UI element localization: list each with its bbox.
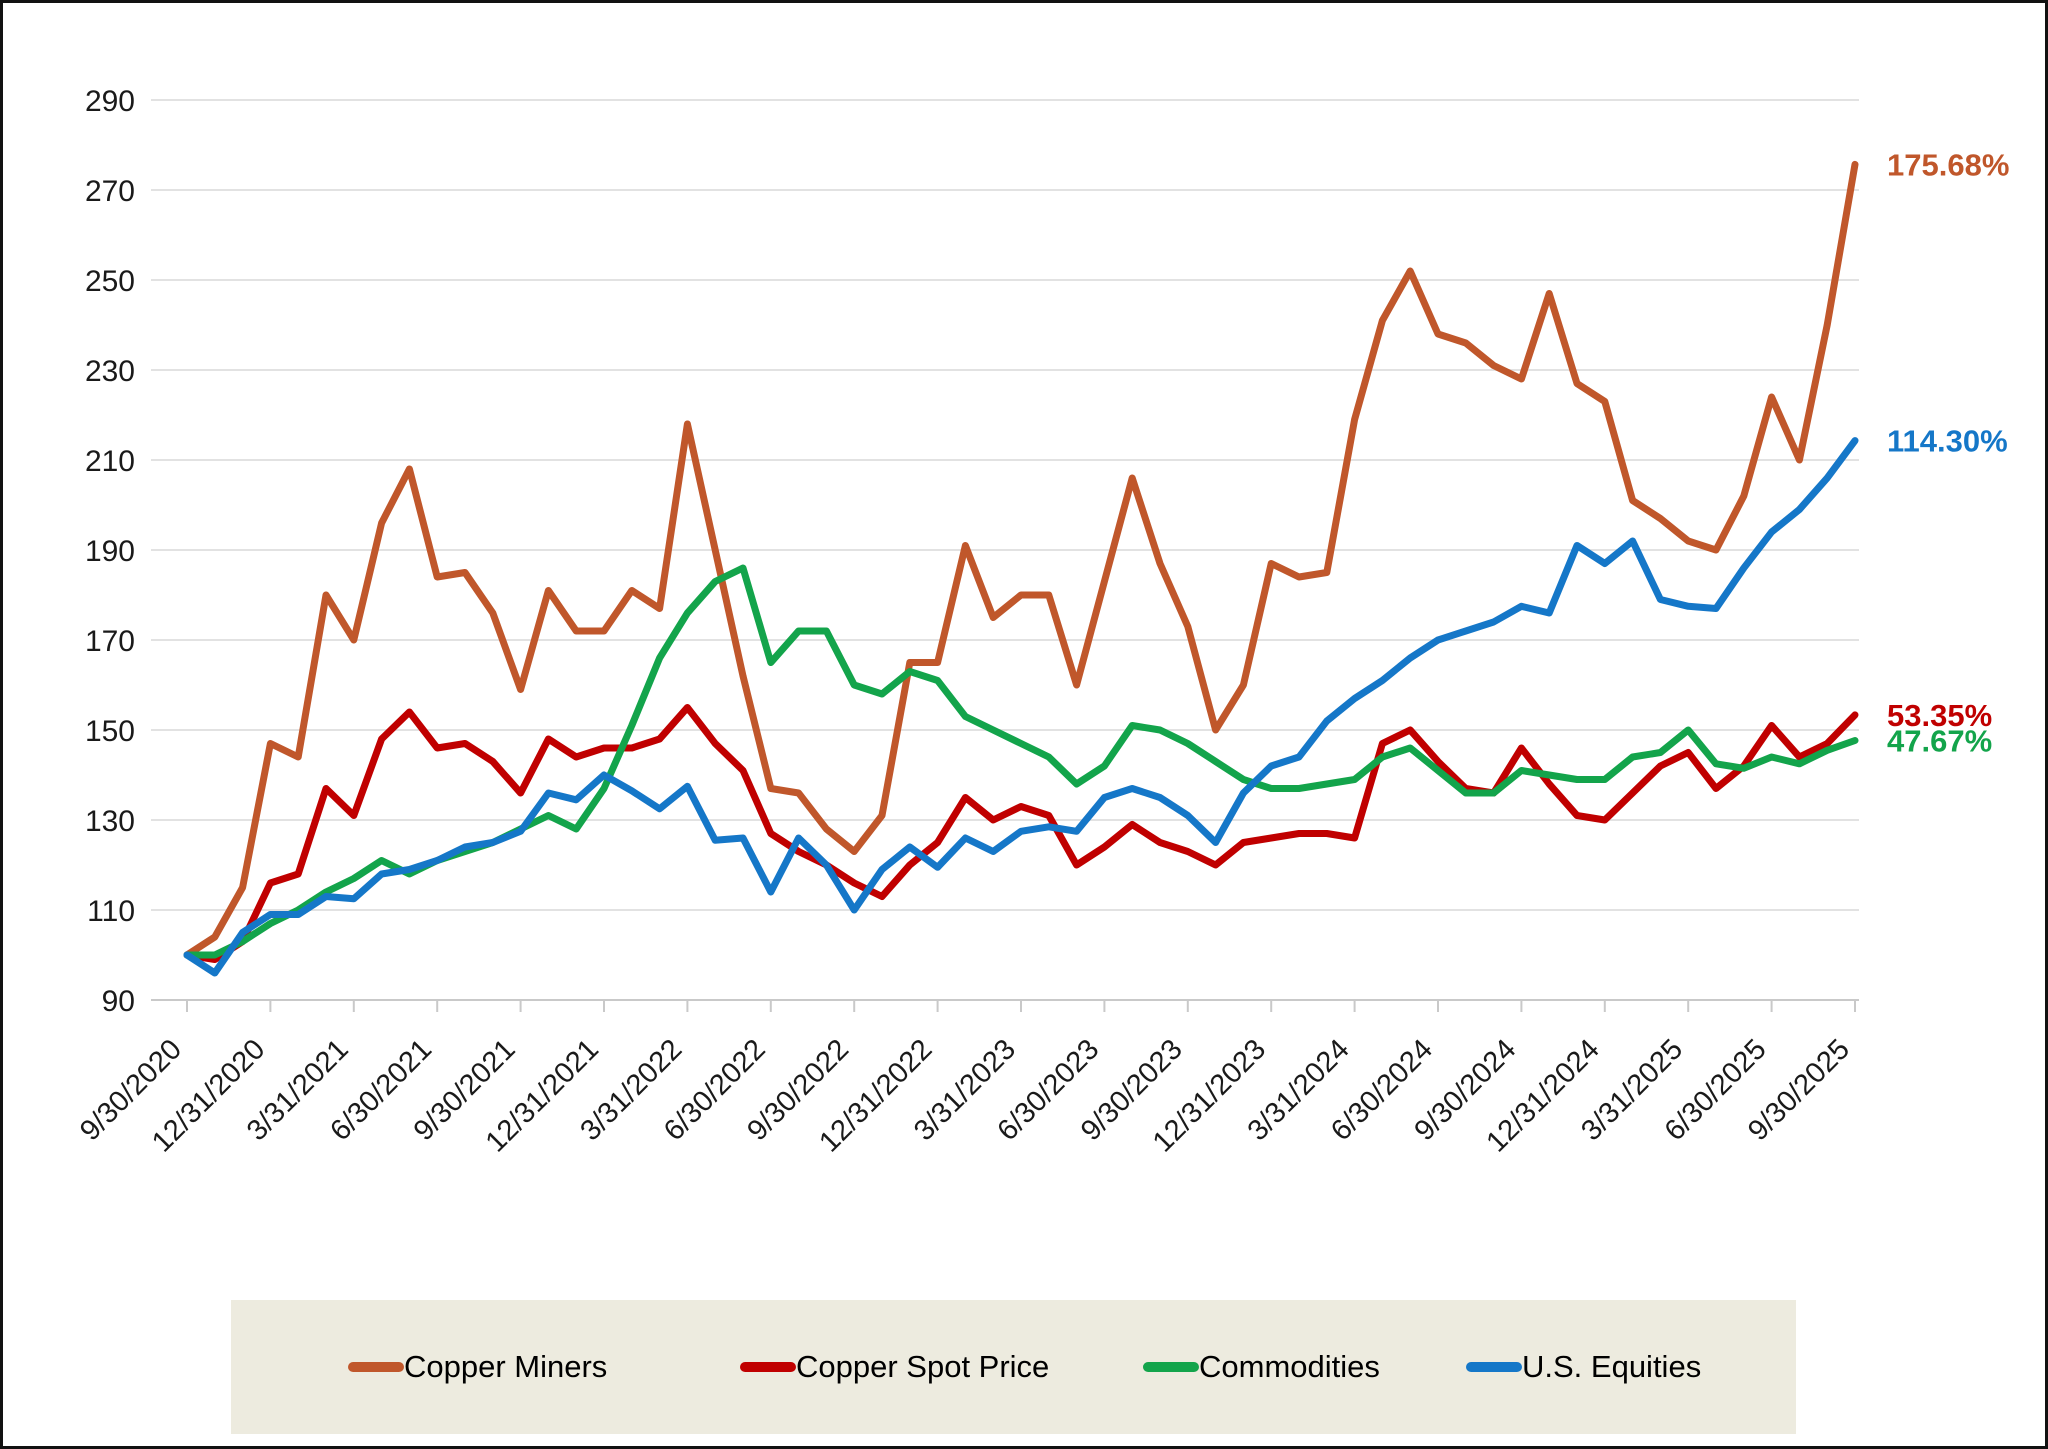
legend-item-copper-miners: Copper Miners bbox=[348, 1300, 607, 1434]
y-axis-label-270: 270 bbox=[85, 175, 135, 208]
y-axis-label-250: 250 bbox=[85, 265, 135, 298]
legend-label-copper-spot-price: Copper Spot Price bbox=[796, 1349, 1050, 1384]
y-axis-label-110: 110 bbox=[87, 895, 135, 928]
y-axis-label-170: 170 bbox=[85, 625, 135, 658]
legend-item-commodities: Commodities bbox=[1143, 1300, 1380, 1434]
end-label-commodities: 47.67% bbox=[1887, 723, 1992, 758]
end-label-u-s-equities: 114.30% bbox=[1887, 424, 2008, 459]
series-end-labels: 175.68% 53.35%47.67% 114.30% bbox=[1887, 147, 2009, 758]
series-line-u-s-equities bbox=[183, 437, 1859, 977]
legend-swatch-copper-miners-icon bbox=[348, 1362, 404, 1372]
x-axis-labels: 9/30/202012/31/20203/31/20216/30/20219/3… bbox=[74, 1033, 1856, 1158]
y-axis-label-290: 290 bbox=[85, 85, 135, 118]
legend: Copper Miners Copper Spot Price Commoditie… bbox=[231, 1300, 1796, 1434]
legend-label-commodities: Commodities bbox=[1199, 1349, 1380, 1384]
y-axis-label-230: 230 bbox=[85, 355, 135, 388]
legend-item-u-s-equities: U.S. Equities bbox=[1466, 1300, 1701, 1434]
y-axis-label-150: 150 bbox=[85, 715, 135, 748]
legend-swatch-copper-spot-price-icon bbox=[740, 1362, 796, 1372]
legend-item-copper-spot-price: Copper Spot Price bbox=[740, 1300, 1049, 1434]
gridlines bbox=[151, 99, 1859, 1001]
legend-swatch-u-s-equities-icon bbox=[1466, 1362, 1522, 1372]
series-line-commodities bbox=[183, 564, 1859, 959]
y-axis-labels: 90 110 130 150 170 190 210 230 250 270 290 bbox=[85, 85, 135, 1018]
series-lines bbox=[183, 160, 1859, 977]
y-axis-label-210: 210 bbox=[85, 445, 135, 478]
end-label-copper-miners: 175.68% bbox=[1887, 147, 2009, 182]
y-axis-label-90: 90 bbox=[102, 985, 135, 1018]
y-axis-label-130: 130 bbox=[85, 805, 135, 838]
legend-label-u-s-equities: U.S. Equities bbox=[1522, 1349, 1702, 1384]
line-chart: 90 110 130 150 170 190 210 230 250 270 290 9/30/20… bbox=[74, 85, 2009, 1159]
legend-swatch-commodities-icon bbox=[1143, 1362, 1199, 1372]
end-label-copper-spot-price: 53.35% bbox=[1887, 698, 1992, 733]
x-axis-ticks bbox=[186, 1000, 1856, 1012]
y-axis-label-190: 190 bbox=[85, 535, 135, 568]
series-line-copper-miners bbox=[183, 160, 1859, 959]
legend-label-copper-miners: Copper Miners bbox=[404, 1349, 608, 1384]
series-line-copper-spot-price bbox=[183, 704, 1859, 963]
